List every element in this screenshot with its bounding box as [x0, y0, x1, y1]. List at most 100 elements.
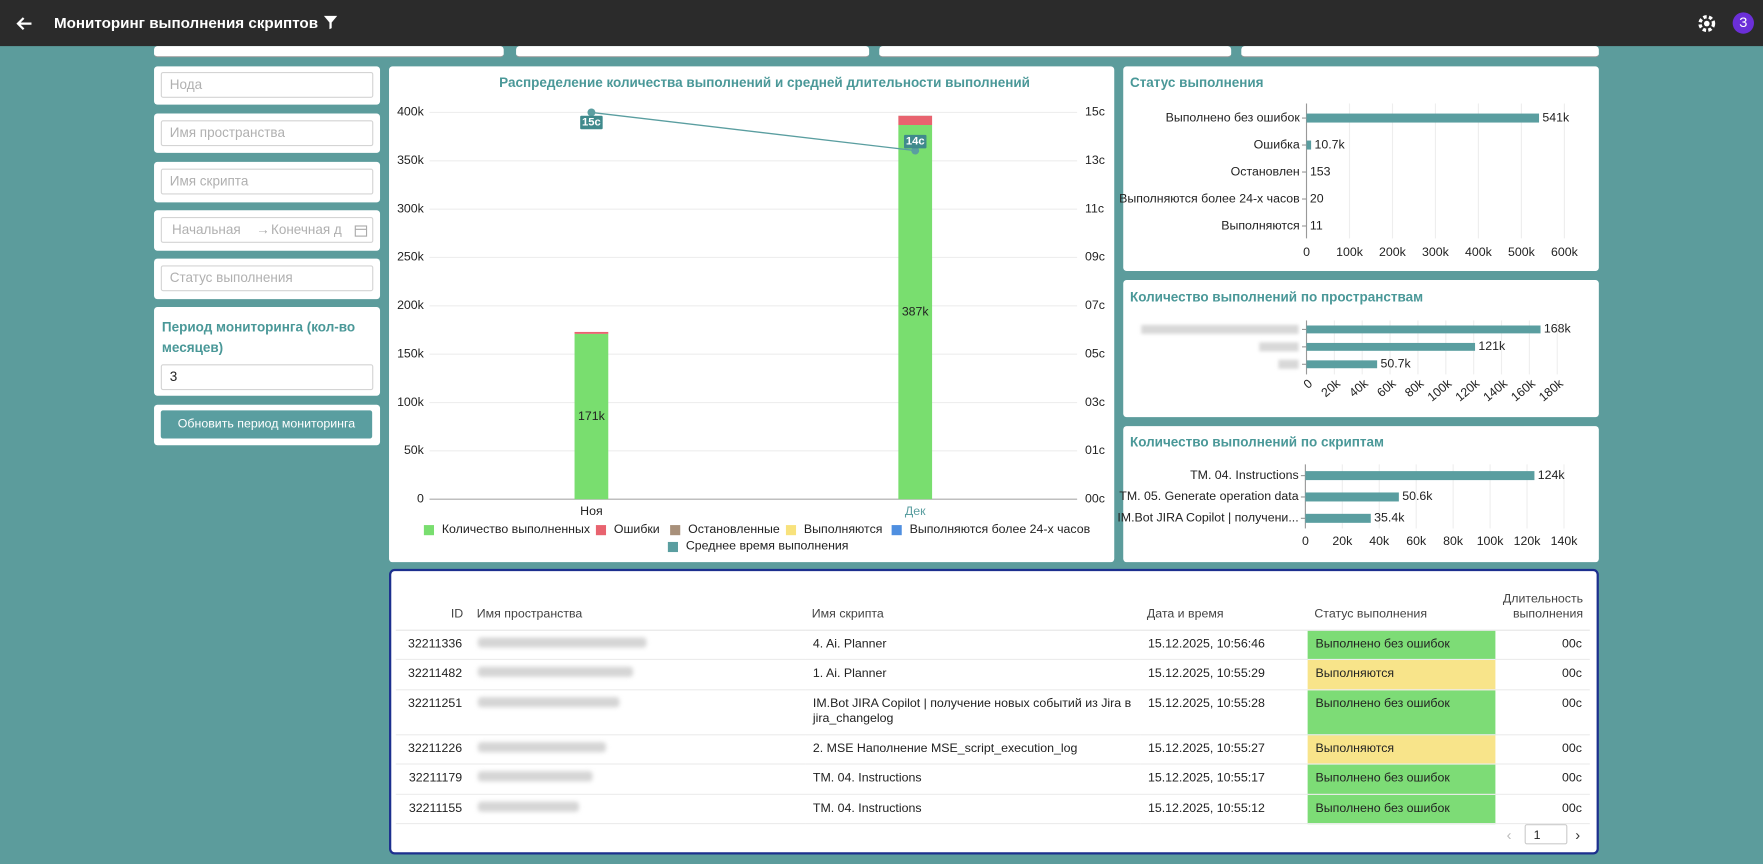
y-tick-label: Выполняются более 24-х часов: [1119, 191, 1300, 205]
legend-label: Количество выполненных: [442, 522, 591, 536]
y-tick-label: 0: [417, 491, 424, 505]
data-label: 10.7k: [1314, 137, 1345, 151]
x-tick-label: 60k: [1374, 376, 1399, 400]
y2-tick-label: 11c: [1085, 201, 1104, 215]
x-tick-label: 0: [1303, 245, 1310, 259]
x-tick-label: Ноя: [580, 504, 603, 518]
y-tick-label: TM. 04. Instructions: [1190, 468, 1299, 482]
data-label: 35.4k: [1374, 511, 1405, 525]
chart-title: Распределение количества выполнений и ср…: [499, 75, 1030, 90]
data-label: 171k: [578, 409, 606, 423]
bar-segment: [898, 116, 932, 125]
x-tick-label: 300k: [1422, 245, 1450, 259]
x-tick-label: 60k: [1406, 534, 1427, 548]
legend-swatch: [424, 525, 434, 535]
data-label: 124k: [1538, 468, 1566, 482]
x-tick-label: 140k: [1551, 534, 1579, 548]
legend-label: Среднее время выполнения: [686, 539, 849, 553]
x-tick-label: 80k: [1402, 376, 1427, 400]
legend-swatch: [892, 525, 902, 535]
data-label: 153: [1310, 164, 1331, 178]
data-label: 121k: [1478, 339, 1506, 353]
x-tick-label: 120k: [1514, 534, 1542, 548]
x-tick-label: 100k: [1425, 376, 1455, 404]
chart-title: Статус выполнения: [1130, 75, 1264, 90]
y2-tick-label: 09c: [1085, 250, 1105, 264]
y-tick-label: 100k: [397, 395, 425, 409]
x-tick-label: 600k: [1551, 245, 1579, 259]
bar: [1305, 514, 1370, 523]
bar: [1307, 114, 1540, 123]
legend-label: Выполняются: [804, 522, 883, 536]
data-label: 11: [1310, 218, 1323, 232]
y-tick-label: 150k: [397, 346, 425, 360]
data-label: 14c: [906, 136, 925, 148]
blurred-label: [1259, 342, 1298, 351]
x-tick-label: 160k: [1508, 376, 1538, 404]
y-tick-label: Выполняются: [1221, 218, 1300, 232]
legend-label: Выполняются более 24-х часов: [910, 522, 1091, 536]
y2-tick-label: 15c: [1085, 105, 1105, 119]
data-label: 50.7k: [1381, 357, 1412, 371]
chart-title: Количество выполнений по скриптам: [1130, 435, 1384, 450]
x-tick-label: 0: [1301, 376, 1315, 391]
bar: [1305, 471, 1534, 480]
y-tick-label: 350k: [397, 153, 425, 167]
bar: [1305, 492, 1398, 501]
y-tick-label: Остановлен: [1231, 164, 1300, 178]
y-tick-label: IM.Bot JIRA Copilot | получени...: [1117, 511, 1298, 525]
x-tick-label: 80k: [1443, 534, 1464, 548]
legend-label: Остановленные: [688, 522, 780, 536]
y-tick-label: 300k: [397, 201, 425, 215]
bar: [1307, 343, 1476, 351]
x-tick-label: 20k: [1319, 376, 1344, 400]
y-tick-label: 250k: [397, 250, 425, 264]
x-tick-label: 20k: [1332, 534, 1353, 548]
y2-tick-label: 05c: [1085, 346, 1105, 360]
y-tick-label: 50k: [404, 443, 425, 457]
x-tick-label: 100k: [1336, 245, 1364, 259]
x-tick-label: 500k: [1508, 245, 1536, 259]
x-tick-label: 100k: [1477, 534, 1505, 548]
legend-swatch: [596, 525, 606, 535]
data-label: 50.6k: [1402, 489, 1433, 503]
chart-title: Количество выполнений по пространствам: [1130, 290, 1423, 305]
blurred-label: [1141, 325, 1298, 334]
y-tick-label: Выполнено без ошибок: [1166, 110, 1301, 124]
line: [591, 112, 915, 150]
x-tick-label: 400k: [1465, 245, 1493, 259]
data-label: 15c: [582, 117, 601, 129]
bar: [1307, 360, 1378, 368]
y2-tick-label: 03c: [1085, 395, 1105, 409]
bar-segment: [575, 332, 609, 334]
data-label: 20: [1310, 191, 1324, 205]
y-tick-label: 200k: [397, 298, 425, 312]
x-tick-label: 180k: [1536, 376, 1566, 404]
bar: [1307, 141, 1312, 150]
y-tick-label: Ошибка: [1254, 137, 1300, 151]
bar: [1307, 326, 1541, 334]
x-tick-label: 40k: [1346, 376, 1371, 400]
y-tick-label: 400k: [397, 105, 425, 119]
y-tick-label: TM. 05. Generate operation data: [1119, 489, 1298, 503]
legend-swatch: [670, 525, 680, 535]
x-tick-label: 40k: [1369, 534, 1390, 548]
y2-tick-label: 01c: [1085, 443, 1105, 457]
data-label: 168k: [1544, 322, 1572, 336]
data-label: 541k: [1542, 110, 1570, 124]
legend-swatch: [786, 525, 796, 535]
line-point: [587, 109, 595, 117]
x-tick-label: 140k: [1481, 376, 1511, 404]
legend-label: Ошибки: [614, 522, 660, 536]
x-tick-label: 200k: [1379, 245, 1407, 259]
blurred-label: [1278, 360, 1298, 369]
x-tick-label: 120k: [1453, 376, 1483, 404]
y2-tick-label: 13c: [1085, 153, 1105, 167]
y2-tick-label: 07c: [1085, 298, 1105, 312]
legend-swatch: [668, 542, 678, 552]
x-tick-label: 0: [1302, 534, 1309, 548]
x-tick-label: Дек: [905, 504, 926, 518]
